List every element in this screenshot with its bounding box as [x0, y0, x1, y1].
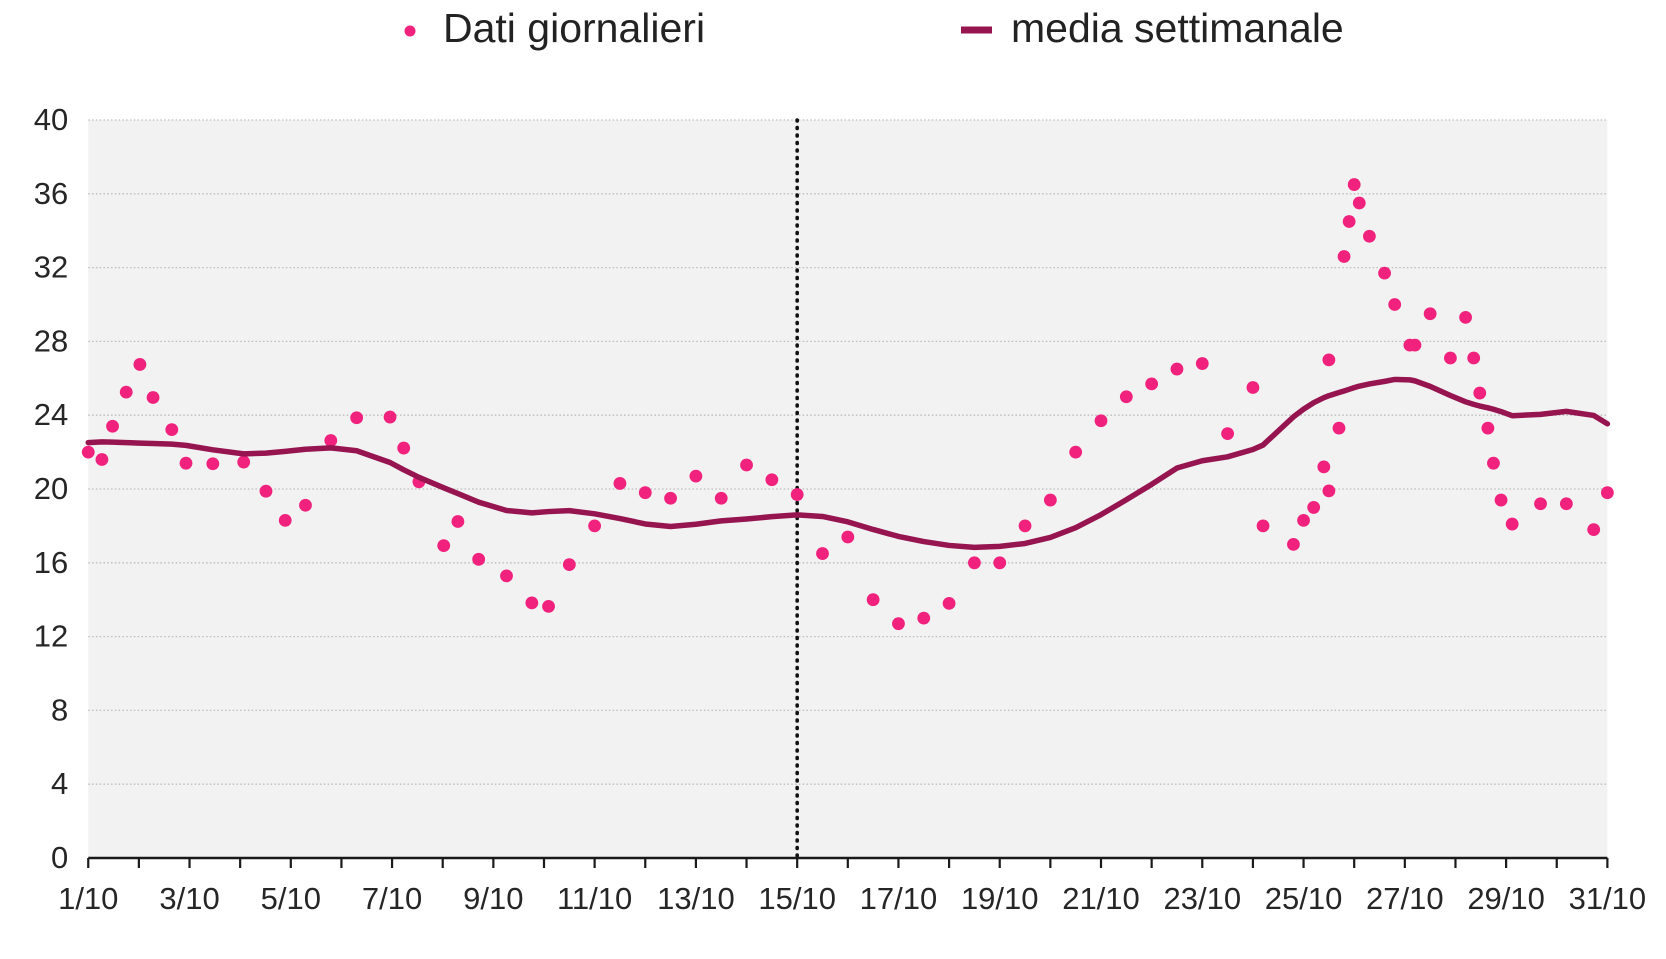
svg-text:28: 28	[34, 323, 68, 358]
svg-text:1/10: 1/10	[58, 881, 118, 916]
svg-text:40: 40	[34, 102, 68, 137]
svg-text:24: 24	[34, 397, 68, 432]
svg-text:20: 20	[34, 471, 68, 506]
svg-text:15/10: 15/10	[758, 881, 836, 916]
svg-text:3/10: 3/10	[159, 881, 219, 916]
svg-text:5/10: 5/10	[261, 881, 321, 916]
svg-text:8: 8	[51, 692, 68, 727]
svg-text:17/10: 17/10	[860, 881, 938, 916]
svg-text:media settimanale: media settimanale	[1011, 5, 1344, 51]
svg-text:Dati giornalieri: Dati giornalieri	[443, 5, 705, 51]
svg-text:23/10: 23/10	[1163, 881, 1241, 916]
svg-text:9/10: 9/10	[463, 881, 523, 916]
svg-text:4: 4	[51, 766, 68, 801]
svg-text:25/10: 25/10	[1265, 881, 1343, 916]
svg-text:27/10: 27/10	[1366, 881, 1444, 916]
svg-text:19/10: 19/10	[961, 881, 1039, 916]
svg-text:36: 36	[34, 176, 68, 211]
svg-text:29/10: 29/10	[1467, 881, 1545, 916]
svg-text:12: 12	[34, 619, 68, 654]
svg-text:13/10: 13/10	[657, 881, 735, 916]
svg-text:21/10: 21/10	[1062, 881, 1140, 916]
svg-text:0: 0	[51, 840, 68, 875]
svg-text:32: 32	[34, 250, 68, 285]
svg-text:7/10: 7/10	[362, 881, 422, 916]
svg-text:11/10: 11/10	[557, 881, 632, 916]
svg-text:16: 16	[34, 545, 68, 580]
svg-text:31/10: 31/10	[1569, 881, 1647, 916]
